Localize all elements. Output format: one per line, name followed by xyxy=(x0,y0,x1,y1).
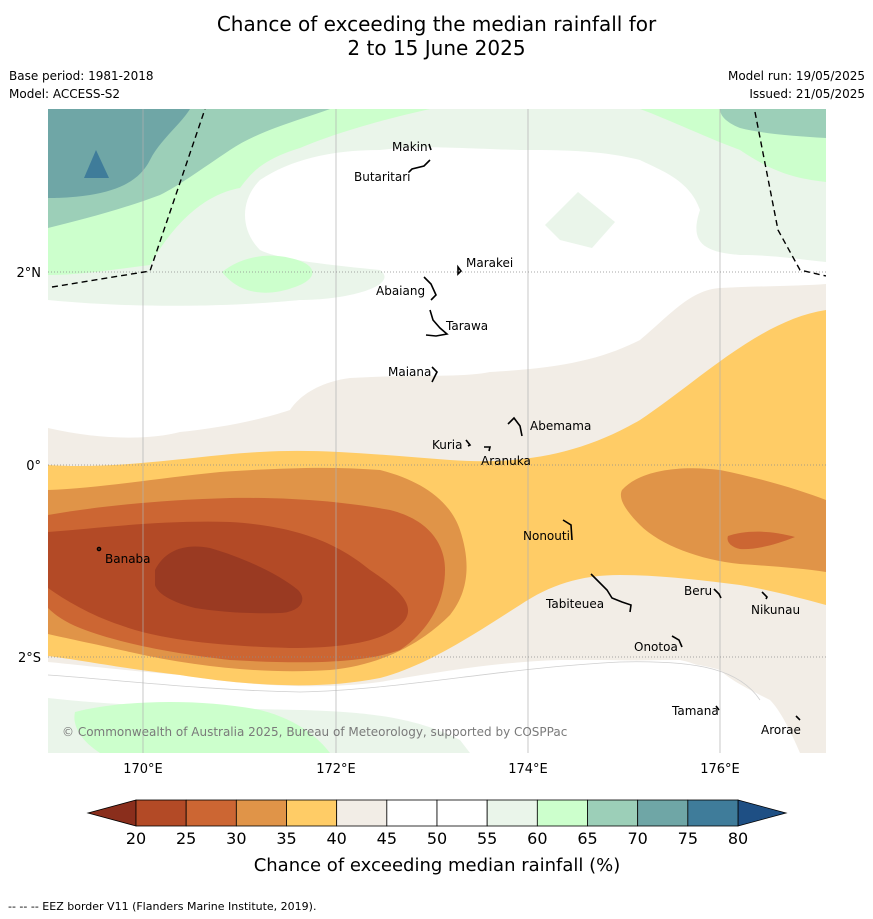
copyright-notice: © Commonwealth of Australia 2025, Bureau… xyxy=(62,725,567,739)
colorbar-tick-label: 70 xyxy=(627,829,647,848)
title-line-2: 2 to 15 June 2025 xyxy=(347,36,526,60)
lat-gridlines xyxy=(48,271,826,658)
eez-footnote: -- -- -- EEZ border V11 (Flanders Marine… xyxy=(8,900,317,913)
colorbar-tick-label: 45 xyxy=(377,829,397,848)
rainfall-map: Makin Butaritari Marakei Abaiang Tarawa … xyxy=(17,109,826,876)
colorbar-segment xyxy=(687,799,739,827)
contour-65-east xyxy=(720,109,826,138)
lat-tick: 2°S xyxy=(18,651,41,666)
label-tamana: Tamana xyxy=(671,704,719,718)
colorbar-segment xyxy=(286,799,338,827)
lat-tick: 0° xyxy=(26,459,41,474)
meta-right: Model run: 19/05/2025 Issued: 21/05/2025 xyxy=(728,67,865,103)
colorbar-tick-label: 50 xyxy=(427,829,447,848)
contour-70-north xyxy=(48,109,190,198)
colorbar-segment xyxy=(536,799,588,827)
model-run: Model run: 19/05/2025 xyxy=(727,69,865,83)
label-banaba: Banaba xyxy=(105,552,151,566)
eez-border-east xyxy=(754,111,826,277)
label-marakei: Marakei xyxy=(466,256,513,270)
colorbar-tick-label: 25 xyxy=(176,829,196,848)
chart-title: Chance of exceeding the median rainfall … xyxy=(0,12,873,60)
issued-date: Issued: 21/05/2025 xyxy=(749,87,865,101)
label-maiana: Maiana xyxy=(388,365,431,379)
contour-below-20 xyxy=(155,546,303,614)
colorbar-segment xyxy=(185,799,237,827)
gridlines xyxy=(142,109,721,753)
colorbar: 20 25 30 35 40 45 50 55 60 65 70 75 80 xyxy=(86,799,788,848)
colorbar-segment xyxy=(386,799,438,827)
label-kuria: Kuria xyxy=(432,438,463,452)
contour-30-east xyxy=(620,468,826,572)
colorbar-segment xyxy=(436,799,488,827)
contour-60-blob xyxy=(222,255,313,293)
colorbar-tick-label: 40 xyxy=(326,829,346,848)
label-tarawa: Tarawa xyxy=(445,319,488,333)
colorbar-segment xyxy=(235,799,287,827)
meta-left: Base period: 1981-2018 Model: ACCESS-S2 xyxy=(9,67,154,103)
colorbar-tick-label: 20 xyxy=(126,829,146,848)
lon-tick: 170°E xyxy=(123,762,163,777)
contour-60-south xyxy=(74,701,330,753)
colorbar-segment xyxy=(336,799,388,827)
label-beru: Beru xyxy=(684,584,712,598)
island-outlines xyxy=(96,143,801,721)
colorbar-high-arrow xyxy=(737,799,788,827)
label-nonouti: Nonouti xyxy=(523,529,570,543)
contour-40-patch xyxy=(808,682,826,753)
lon-tick: 172°E xyxy=(316,762,356,777)
colorbar-tick-label: 30 xyxy=(226,829,246,848)
colorbar-tick-label: 55 xyxy=(477,829,497,848)
colorbar-segment xyxy=(587,799,639,827)
label-nikunau: Nikunau xyxy=(751,603,800,617)
colorbar-label: Chance of exceeding median rainfall (%) xyxy=(254,855,621,876)
label-arorae: Arorae xyxy=(761,723,801,737)
contour-25-east xyxy=(727,531,795,550)
colorbar-low-arrow xyxy=(86,799,137,827)
label-onotoa: Onotoa xyxy=(634,640,678,654)
label-tabiteuea: Tabiteuea xyxy=(545,597,604,611)
colorbar-segment xyxy=(637,799,689,827)
label-abaiang: Abaiang xyxy=(376,284,425,298)
title-line-1: Chance of exceeding the median rainfall … xyxy=(216,12,657,36)
label-butaritari: Butaritari xyxy=(354,170,411,184)
contour-55-island xyxy=(545,192,615,248)
colorbar-segment xyxy=(486,799,538,827)
colorbar-tick-label: 80 xyxy=(728,829,748,848)
contour-75-north xyxy=(84,150,109,178)
base-period: Base period: 1981-2018 xyxy=(9,69,154,83)
model-name: Model: ACCESS-S2 xyxy=(9,87,121,101)
label-abemama: Abemama xyxy=(530,419,591,433)
lat-tick-labels: 2°N 0° 2°S xyxy=(17,266,42,666)
map-area: Makin Butaritari Marakei Abaiang Tarawa … xyxy=(48,109,826,753)
lon-tick: 176°E xyxy=(700,762,740,777)
colorbar-tick-label: 65 xyxy=(577,829,597,848)
lat-tick: 2°N xyxy=(17,266,42,281)
colorbar-segment xyxy=(135,799,187,827)
colorbar-tick-label: 75 xyxy=(678,829,698,848)
label-aranuka: Aranuka xyxy=(481,454,531,468)
lon-tick: 174°E xyxy=(508,762,548,777)
lon-tick-labels: 170°E 172°E 174°E 176°E xyxy=(123,762,740,777)
label-makin: Makin xyxy=(392,140,428,154)
eez-border-west xyxy=(51,109,206,288)
contour-line xyxy=(48,661,761,701)
colorbar-tick-label: 60 xyxy=(527,829,547,848)
colorbar-tick-label: 35 xyxy=(276,829,296,848)
